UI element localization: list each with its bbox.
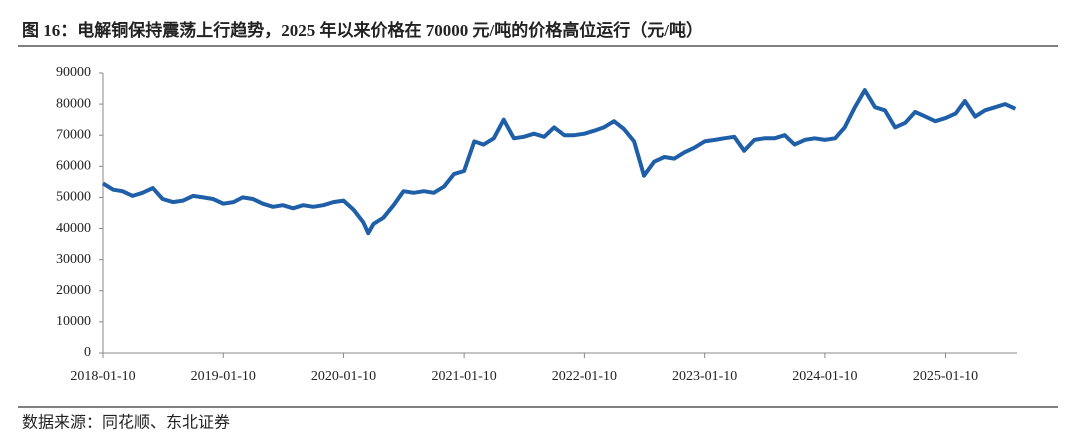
price-line xyxy=(101,88,1017,236)
y-tick-label: 10000 xyxy=(56,314,91,329)
x-tick-label: 2020-01-10 xyxy=(311,369,376,384)
y-tick-label: 90000 xyxy=(56,65,91,80)
y-tick-label: 30000 xyxy=(56,252,91,267)
x-tick-label: 2021-01-10 xyxy=(431,369,496,384)
y-tick-label: 50000 xyxy=(56,190,91,205)
x-tick-label: 2019-01-10 xyxy=(191,369,256,384)
y-tick-label: 40000 xyxy=(56,221,91,236)
y-tick-label: 0 xyxy=(84,345,91,360)
y-tick-label: 60000 xyxy=(56,159,91,174)
x-tick-label: 2022-01-10 xyxy=(552,369,617,384)
x-tick-label: 2024-01-10 xyxy=(792,369,857,384)
chart-title: 图 16：电解铜保持震荡上行趋势，2025 年以来价格在 70000 元/吨的价… xyxy=(22,20,703,40)
y-tick-label: 20000 xyxy=(56,283,91,298)
x-tick-label: 2025-01-10 xyxy=(913,369,978,384)
x-tick-label: 2023-01-10 xyxy=(672,369,737,384)
y-tick-label: 70000 xyxy=(56,127,91,142)
x-tick-label: 2018-01-10 xyxy=(70,369,135,384)
y-tick-label: 80000 xyxy=(56,96,91,111)
source: 数据来源：同花顺、东北证券 xyxy=(22,414,230,432)
